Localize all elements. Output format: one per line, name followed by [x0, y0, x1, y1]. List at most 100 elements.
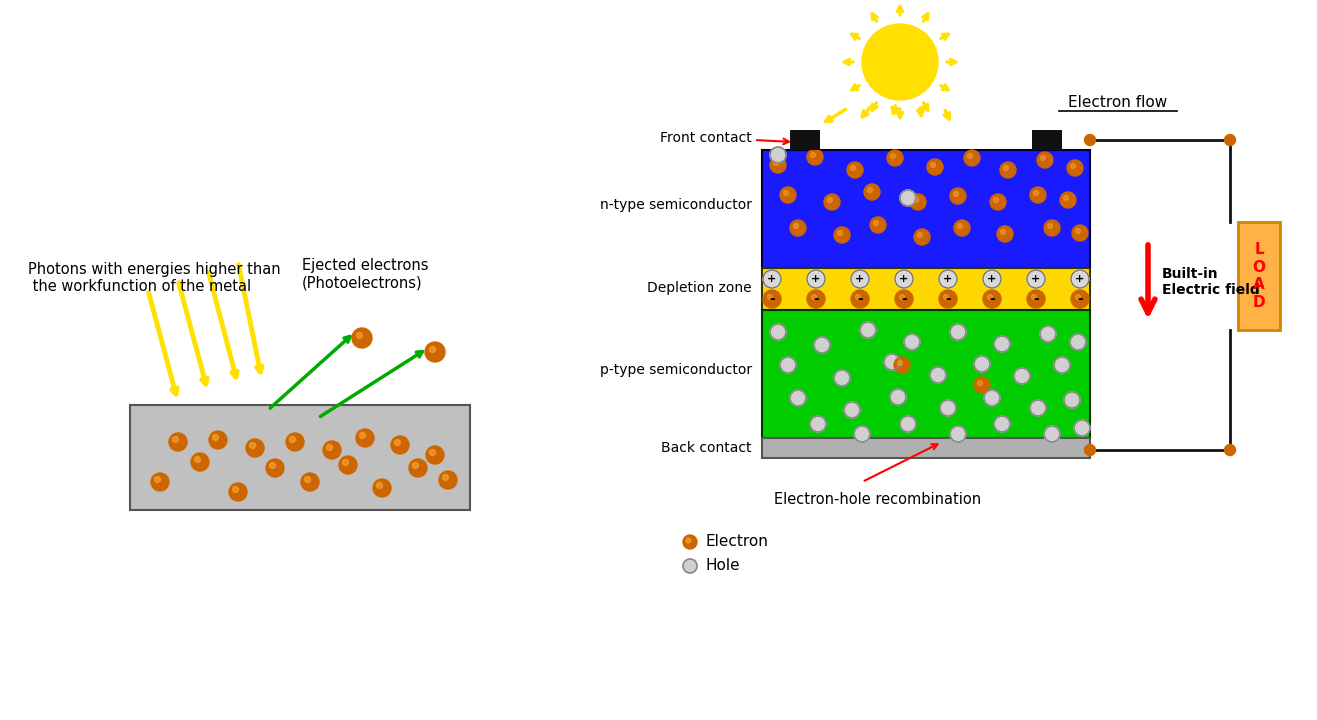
Circle shape — [1084, 444, 1096, 456]
Circle shape — [914, 229, 930, 245]
Circle shape — [323, 441, 341, 459]
Text: -: - — [769, 292, 774, 306]
Circle shape — [1040, 326, 1056, 342]
Circle shape — [914, 197, 918, 202]
Circle shape — [439, 471, 457, 489]
Circle shape — [425, 342, 445, 362]
Text: n-type semiconductor: n-type semiconductor — [601, 198, 752, 212]
Circle shape — [807, 149, 823, 165]
Circle shape — [896, 270, 913, 288]
Circle shape — [993, 197, 998, 202]
Text: Electron-hole recombination: Electron-hole recombination — [774, 492, 981, 507]
Circle shape — [1225, 444, 1235, 456]
Circle shape — [1064, 392, 1080, 408]
Circle shape — [151, 473, 169, 491]
Circle shape — [900, 294, 905, 300]
Circle shape — [790, 390, 806, 406]
Circle shape — [900, 190, 917, 206]
Circle shape — [302, 473, 319, 491]
Circle shape — [931, 163, 935, 168]
Bar — [1238, 222, 1280, 330]
Circle shape — [763, 270, 781, 288]
Circle shape — [853, 426, 871, 442]
Circle shape — [807, 270, 824, 288]
Circle shape — [229, 483, 248, 501]
Circle shape — [930, 367, 946, 383]
Circle shape — [1030, 400, 1046, 416]
Bar — [763, 150, 1090, 268]
Circle shape — [191, 453, 209, 471]
Circle shape — [1034, 191, 1039, 196]
Circle shape — [1014, 368, 1030, 384]
Circle shape — [968, 153, 972, 158]
Circle shape — [338, 456, 357, 474]
Circle shape — [373, 479, 391, 497]
Circle shape — [1036, 152, 1054, 168]
Circle shape — [352, 328, 371, 348]
Circle shape — [838, 230, 843, 235]
Circle shape — [1060, 192, 1076, 208]
Circle shape — [377, 482, 382, 488]
Circle shape — [1064, 196, 1068, 200]
Text: +: + — [855, 274, 865, 284]
Circle shape — [896, 290, 913, 308]
Circle shape — [824, 194, 840, 210]
Circle shape — [1076, 294, 1080, 300]
Circle shape — [425, 446, 444, 464]
Circle shape — [994, 336, 1010, 352]
Text: Front contact: Front contact — [660, 131, 752, 145]
Circle shape — [1069, 334, 1087, 350]
Text: +: + — [900, 274, 909, 284]
Text: -: - — [857, 292, 863, 306]
Text: +: + — [1076, 274, 1085, 284]
Circle shape — [266, 459, 284, 477]
Circle shape — [1071, 163, 1076, 168]
Circle shape — [964, 150, 980, 166]
Circle shape — [1076, 228, 1080, 233]
Circle shape — [780, 357, 795, 373]
Circle shape — [209, 431, 227, 449]
Circle shape — [814, 337, 830, 353]
Circle shape — [834, 370, 849, 386]
Text: Hole: Hole — [706, 559, 740, 574]
Circle shape — [834, 227, 849, 243]
Circle shape — [790, 220, 806, 236]
Circle shape — [173, 436, 179, 443]
Circle shape — [950, 324, 965, 340]
Circle shape — [943, 294, 948, 300]
Circle shape — [990, 194, 1006, 210]
Circle shape — [903, 334, 921, 350]
Circle shape — [890, 389, 906, 405]
Text: Photons with energies higher than
 the workfunction of the metal: Photons with energies higher than the wo… — [28, 262, 281, 294]
Circle shape — [773, 161, 778, 166]
Circle shape — [977, 380, 982, 385]
Circle shape — [954, 220, 971, 236]
Text: -: - — [989, 292, 994, 306]
Circle shape — [939, 290, 957, 308]
Circle shape — [900, 416, 917, 432]
Circle shape — [304, 477, 311, 482]
Circle shape — [342, 459, 349, 466]
Circle shape — [856, 294, 860, 300]
Circle shape — [1001, 230, 1005, 235]
Circle shape — [1031, 294, 1036, 300]
Circle shape — [873, 220, 878, 225]
Circle shape — [868, 187, 872, 192]
Circle shape — [794, 223, 798, 228]
Circle shape — [1054, 357, 1069, 373]
Circle shape — [890, 153, 896, 158]
Circle shape — [410, 459, 427, 477]
Circle shape — [327, 444, 332, 451]
Circle shape — [884, 354, 900, 370]
Circle shape — [810, 153, 815, 158]
Circle shape — [1004, 166, 1009, 171]
Circle shape — [1225, 135, 1235, 145]
Circle shape — [784, 191, 789, 196]
Circle shape — [1000, 162, 1015, 178]
Circle shape — [1072, 225, 1088, 241]
Text: +: + — [1031, 274, 1040, 284]
Circle shape — [894, 357, 910, 373]
Text: Back contact: Back contact — [661, 441, 752, 455]
Circle shape — [940, 400, 956, 416]
Circle shape — [807, 290, 824, 308]
